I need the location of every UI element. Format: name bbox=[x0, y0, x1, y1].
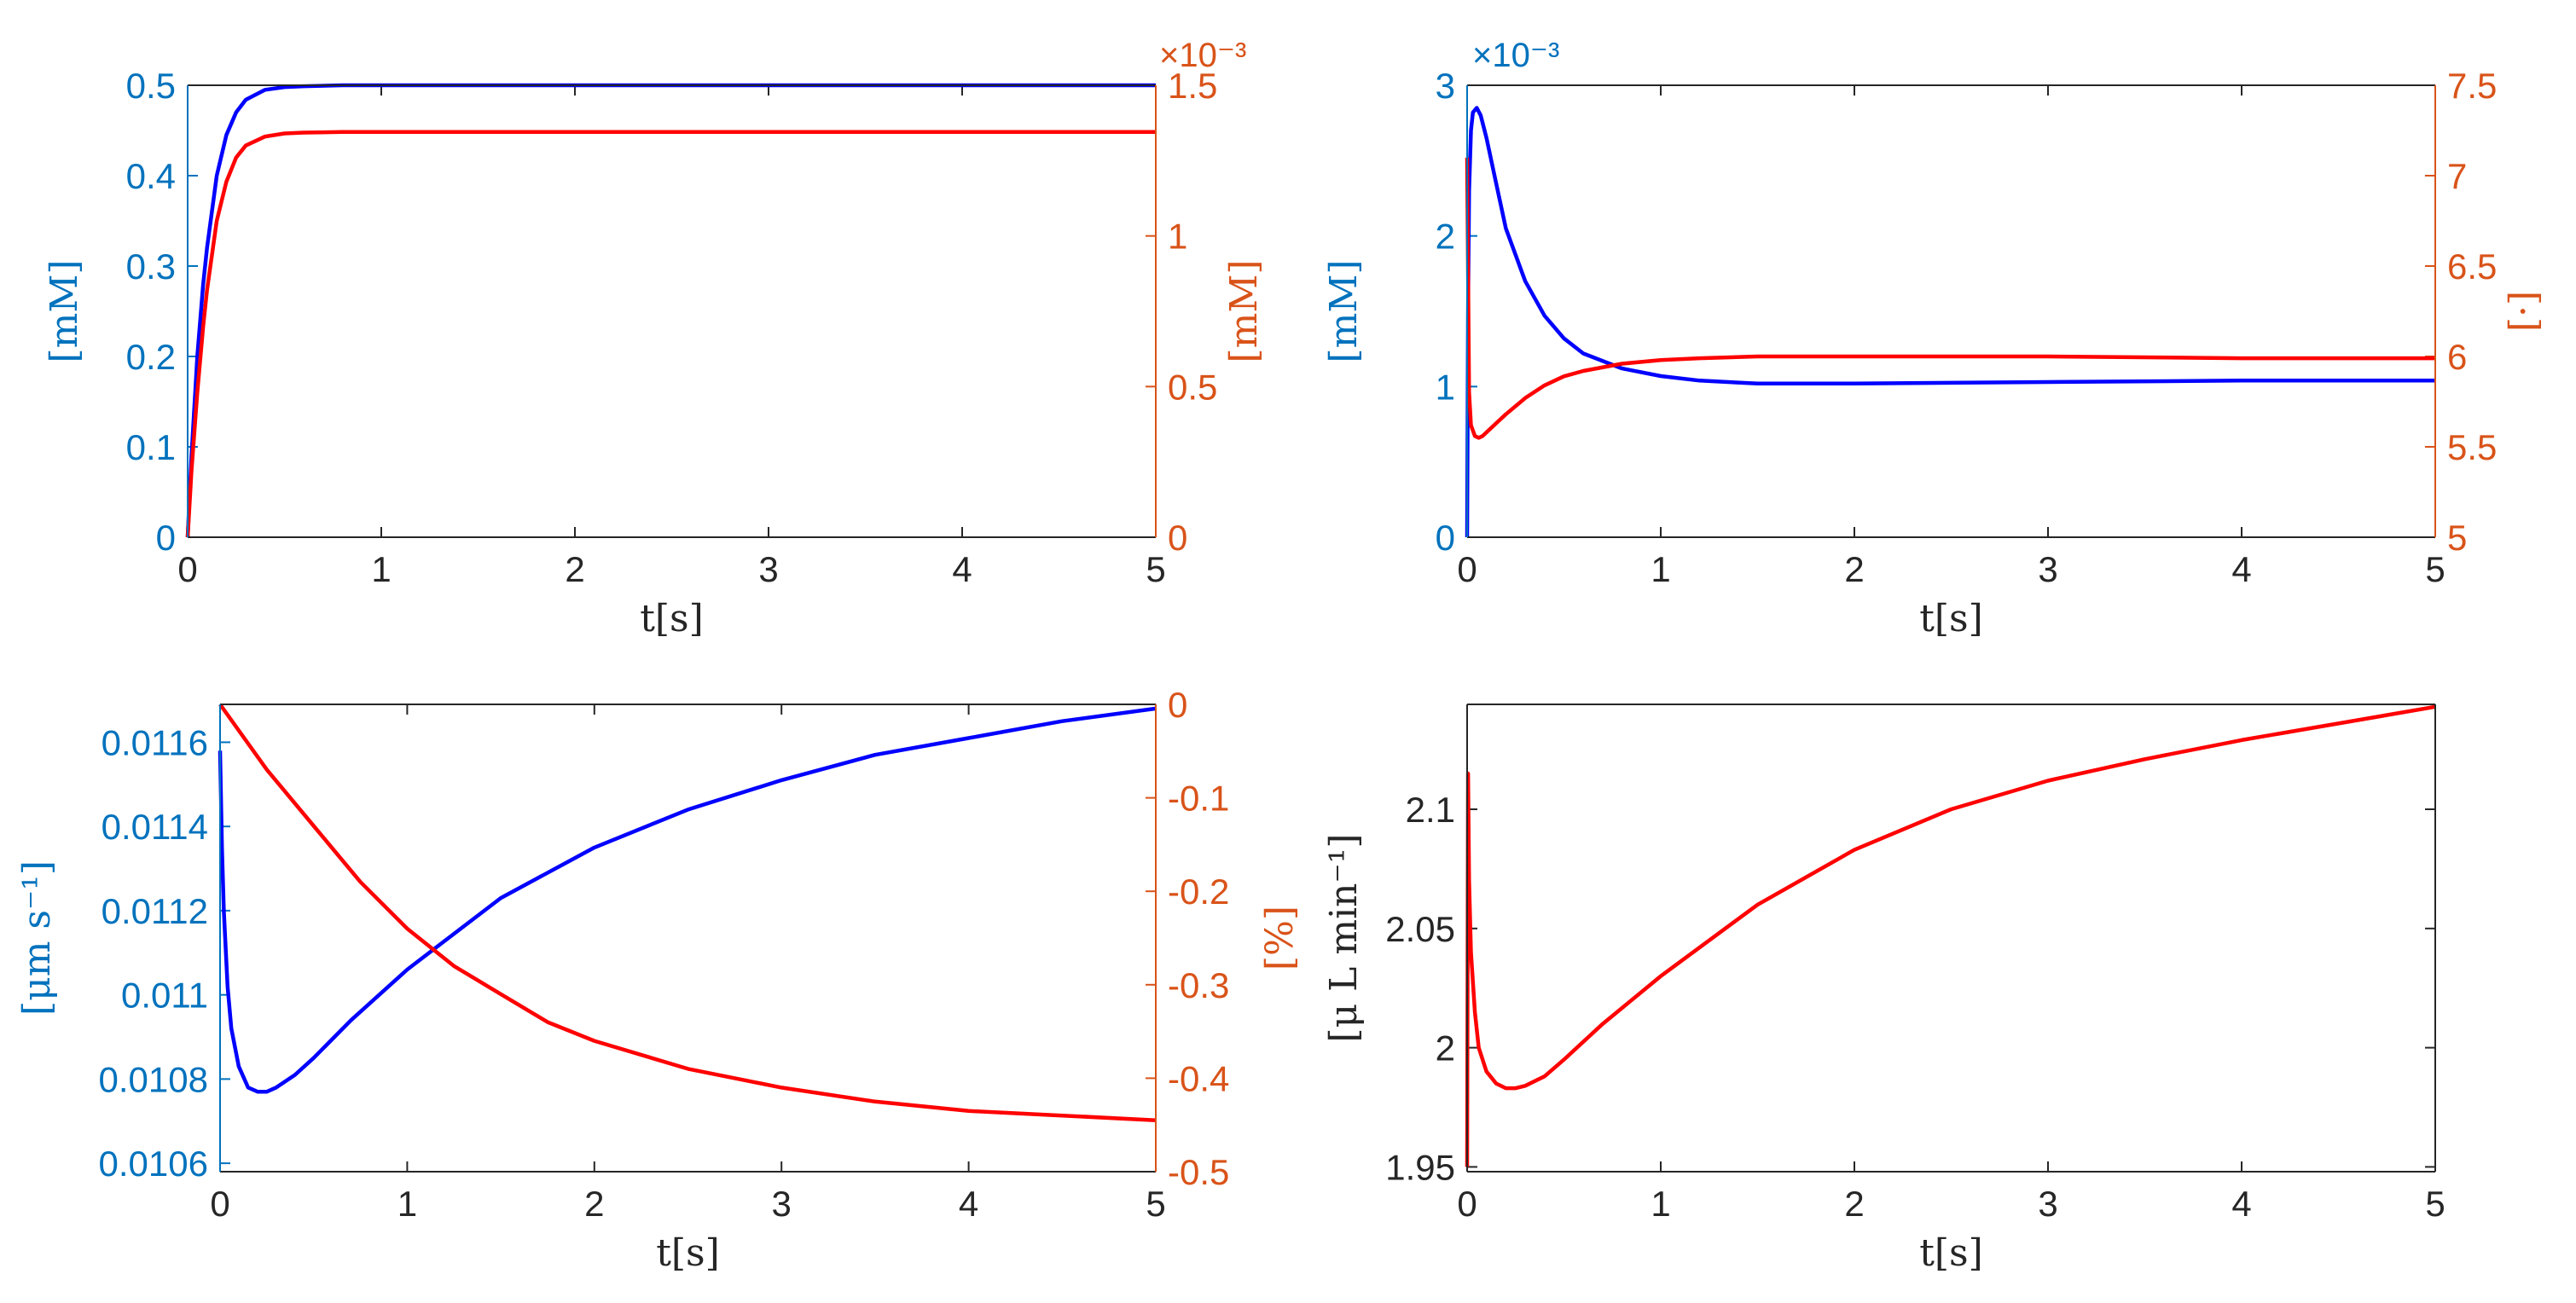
right-tick-label: 1 bbox=[1168, 217, 1187, 257]
x-tick-label: 4 bbox=[952, 549, 972, 589]
chart-panel-4: 1.95 2 2.05 2.1 0 1 2 3 4 5 [μ L min⁻¹] t[s] bbox=[1322, 704, 2445, 1275]
left-tick-label: 1.95 bbox=[1385, 1147, 1455, 1187]
x-tick-label: 1 bbox=[1651, 1184, 1670, 1224]
left-tick-label: 0 bbox=[156, 518, 176, 558]
left-tick-label: 0.1 bbox=[126, 427, 176, 467]
x-tick-label: 3 bbox=[2038, 1184, 2057, 1224]
left-tick-label: 0.0116 bbox=[102, 722, 208, 762]
x-tick-label: 3 bbox=[772, 1184, 792, 1224]
right-axis-label: [%] bbox=[1258, 906, 1302, 970]
x-axis-label: t[s] bbox=[640, 597, 704, 640]
right-axis-label: [·] bbox=[2502, 291, 2545, 332]
right-tick-label: -0.3 bbox=[1168, 965, 1229, 1005]
x-tick-label: 5 bbox=[2425, 549, 2445, 589]
x-tick-label: 2 bbox=[1844, 1184, 1864, 1224]
series-line-red bbox=[1465, 704, 2436, 1167]
x-tick-label: 1 bbox=[397, 1184, 417, 1224]
series-line-red bbox=[218, 703, 1157, 1122]
right-tick-label: 7 bbox=[2447, 156, 2467, 196]
right-tick-label: 6 bbox=[2447, 337, 2467, 377]
right-tick-label: 5 bbox=[2447, 518, 2467, 558]
left-axis-label: [mM] bbox=[43, 259, 86, 362]
left-tick-label: 0.3 bbox=[126, 246, 176, 287]
left-tick-label: 0.0106 bbox=[99, 1144, 208, 1184]
left-axis-exponent: ×10⁻³ bbox=[1472, 37, 1559, 74]
x-tick-label: 5 bbox=[1146, 549, 1165, 589]
right-tick-label: 0.5 bbox=[1168, 367, 1217, 407]
right-tick-label: -0.2 bbox=[1168, 872, 1229, 912]
x-tick-label: 3 bbox=[2038, 549, 2057, 589]
left-tick-label: 2 bbox=[1436, 217, 1455, 257]
x-tick-label: 3 bbox=[758, 549, 778, 589]
chart-panel-3: 0.0106 0.0108 0.011 0.0112 0.0114 0.0116 -0.5 -… bbox=[15, 685, 1302, 1275]
x-tick-label: 4 bbox=[2231, 1184, 2251, 1224]
series-line-red bbox=[185, 130, 1156, 538]
right-tick-label: 0 bbox=[1168, 685, 1187, 725]
left-tick-label: 0.0112 bbox=[102, 891, 208, 931]
left-tick-label: 0.5 bbox=[126, 66, 176, 106]
left-tick-label: 1 bbox=[1436, 367, 1455, 407]
right-tick-label: 1.5 bbox=[1168, 66, 1217, 106]
right-axis-label: [mM] bbox=[1222, 259, 1266, 362]
left-tick-label: 0 bbox=[1436, 518, 1455, 558]
left-tick-label: 2.05 bbox=[1385, 909, 1455, 949]
series-line-blue bbox=[218, 706, 1157, 1094]
x-tick-label: 1 bbox=[1651, 549, 1670, 589]
right-tick-label: 5.5 bbox=[2447, 427, 2497, 467]
chart-panel-2: 0 1 2 3 5 5.5 6 6.5 7 7.5 0 1 2 3 4 5 [mM] [·] t[s] ×10… bbox=[1322, 37, 2545, 640]
x-tick-label: 5 bbox=[2425, 1184, 2445, 1224]
right-tick-label: 6.5 bbox=[2447, 246, 2497, 287]
x-tick-label: 2 bbox=[584, 1184, 604, 1224]
right-tick-label: 7.5 bbox=[2447, 66, 2497, 106]
x-tick-label: 0 bbox=[1457, 549, 1477, 589]
x-axis-label: t[s] bbox=[1919, 597, 1983, 640]
x-tick-label: 2 bbox=[565, 549, 584, 589]
x-tick-label: 4 bbox=[2231, 549, 2251, 589]
x-axis-label: t[s] bbox=[656, 1231, 720, 1275]
x-tick-label: 0 bbox=[177, 549, 197, 589]
left-axis-label: [μm s⁻¹] bbox=[15, 860, 59, 1016]
chart-panel-1: 0 0.1 0.2 0.3 0.4 0.5 0 0.5 1 1.5 0 1 2 3 4 5 [mM] [mM]… bbox=[43, 37, 1266, 640]
left-tick-label: 2.1 bbox=[1406, 790, 1455, 830]
x-tick-label: 4 bbox=[959, 1184, 978, 1224]
series-line-blue bbox=[1465, 106, 2435, 538]
left-tick-label: 2 bbox=[1436, 1028, 1455, 1068]
x-tick-label: 5 bbox=[1146, 1184, 1165, 1224]
left-axis-label: [mM] bbox=[1322, 259, 1366, 362]
right-tick-label: -0.5 bbox=[1168, 1152, 1229, 1192]
right-axis-exponent: ×10⁻³ bbox=[1159, 37, 1246, 74]
right-tick-label: -0.1 bbox=[1168, 779, 1229, 819]
series-line-red bbox=[1465, 157, 2435, 440]
right-tick-label: -0.4 bbox=[1168, 1058, 1229, 1098]
x-axis-label: t[s] bbox=[1919, 1231, 1983, 1275]
left-tick-label: 0.0114 bbox=[102, 807, 208, 847]
left-tick-label: 0.4 bbox=[126, 156, 176, 196]
x-tick-label: 2 bbox=[1844, 549, 1864, 589]
left-tick-label: 0.2 bbox=[126, 337, 176, 377]
left-tick-label: 0.0108 bbox=[99, 1059, 208, 1099]
left-tick-label: 0.011 bbox=[121, 976, 208, 1016]
left-tick-label: 3 bbox=[1436, 66, 1455, 106]
x-tick-label: 1 bbox=[371, 549, 391, 589]
left-axis-label: [μ L min⁻¹] bbox=[1322, 833, 1366, 1042]
x-tick-label: 0 bbox=[1457, 1184, 1477, 1224]
x-tick-label: 0 bbox=[210, 1184, 229, 1224]
right-tick-label: 0 bbox=[1168, 518, 1187, 558]
